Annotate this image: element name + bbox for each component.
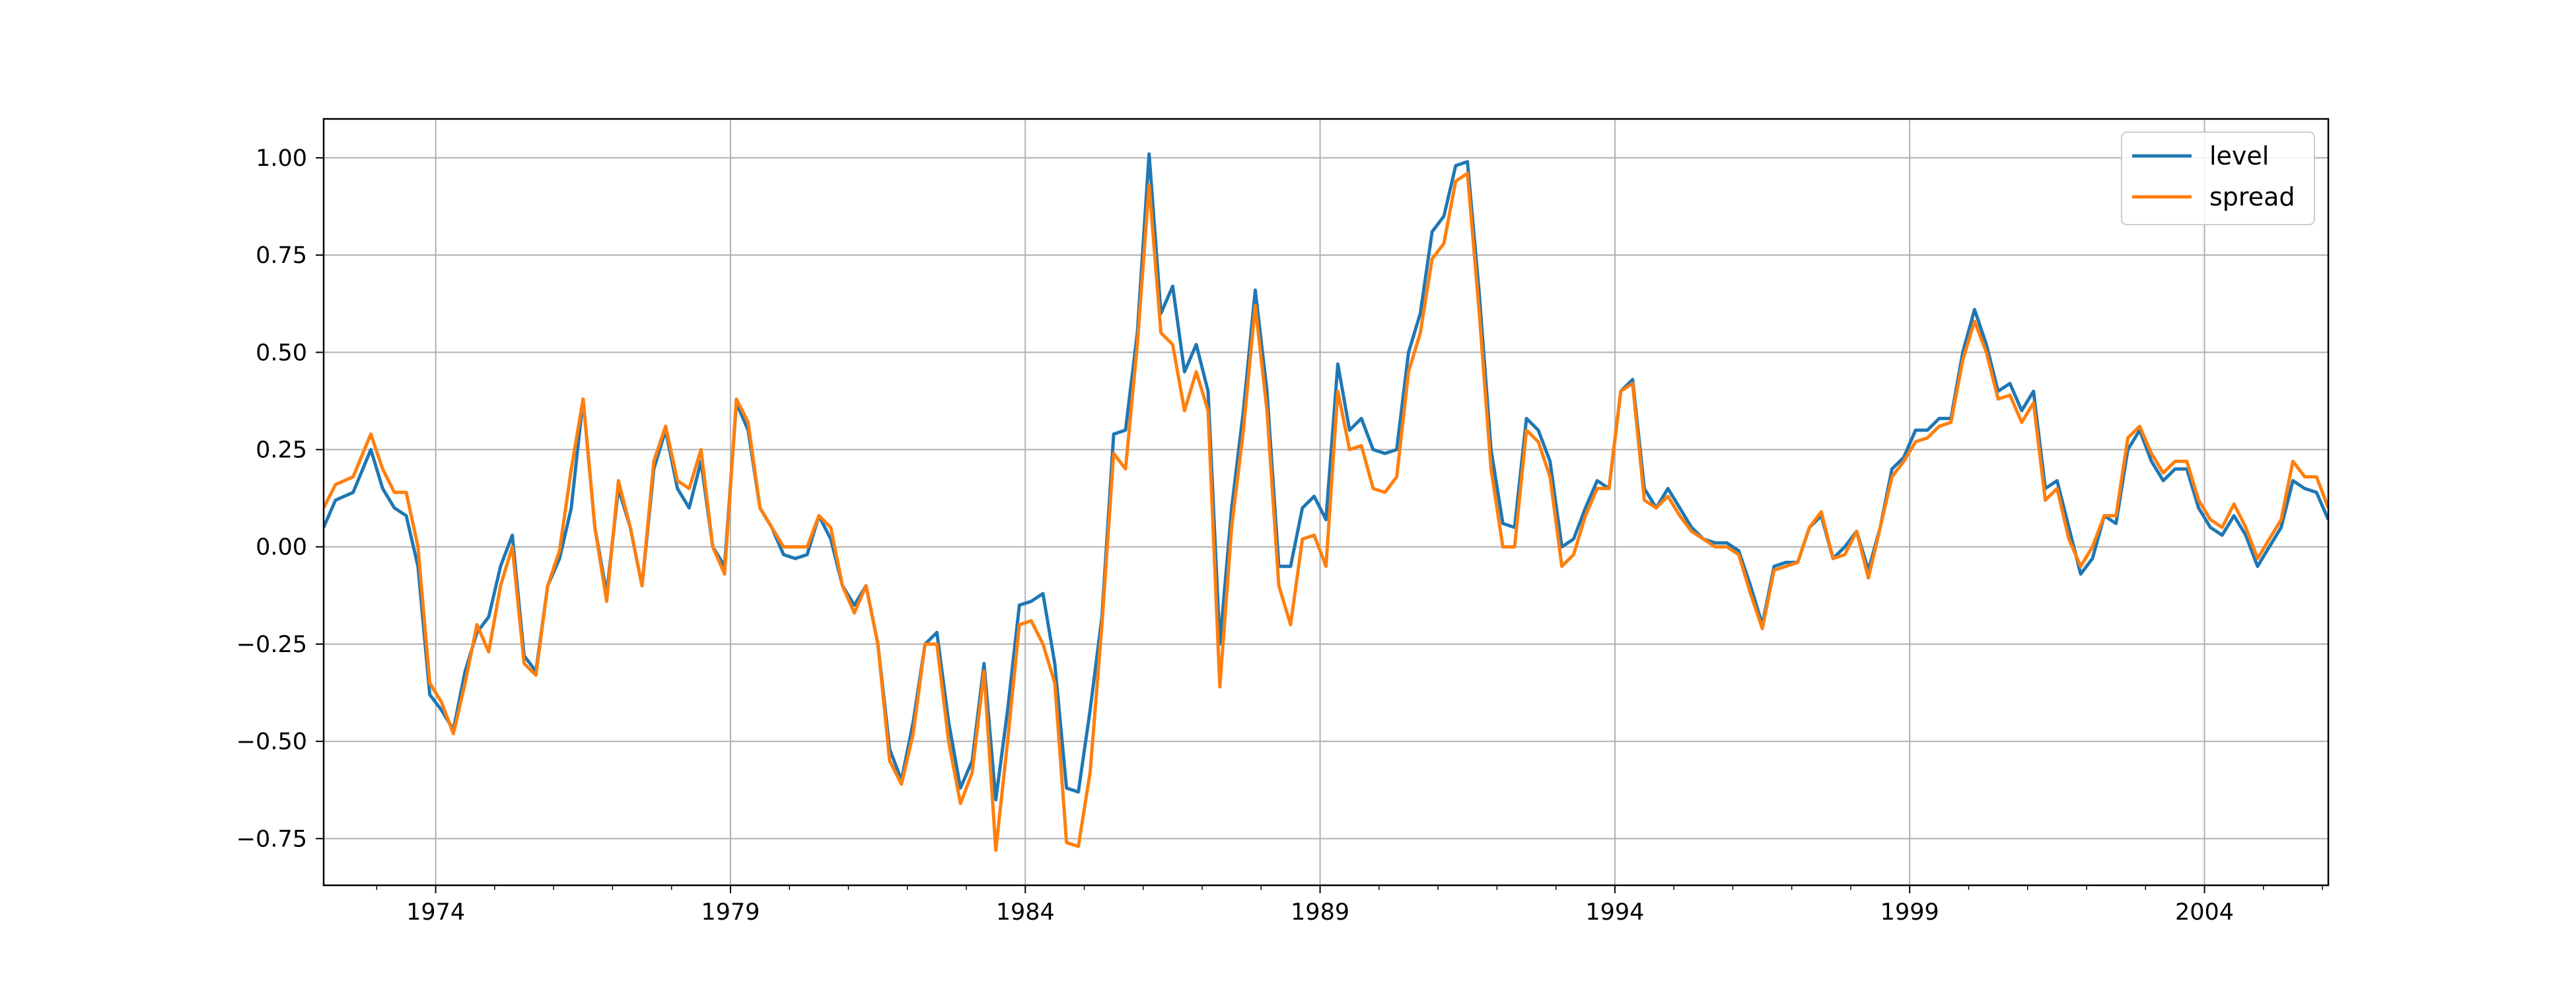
y-tick-label: 0.50	[256, 340, 307, 366]
y-tick-label: −0.25	[236, 632, 307, 658]
x-tick-label: 1974	[406, 899, 465, 926]
y-tick-label: −0.50	[236, 729, 307, 755]
x-tick-label: 1979	[701, 899, 760, 926]
y-tick-label: 0.25	[256, 437, 307, 464]
y-tick-label: 0.75	[256, 242, 307, 269]
series-line-level	[324, 152, 2328, 801]
series-lines	[324, 152, 2328, 852]
x-axis: 1974 1979 1984 1989 1994 1999 2004	[376, 885, 2323, 926]
x-tick-label: 2004	[2175, 899, 2234, 926]
legend-label-level: level	[2209, 141, 2269, 170]
legend: level spread	[2121, 131, 2315, 225]
y-tick-label: 0.00	[256, 534, 307, 561]
x-tick-label: 1984	[996, 899, 1055, 926]
y-tick-label: 1.00	[256, 145, 307, 172]
x-tick-label: 1989	[1291, 899, 1349, 926]
x-tick-label: 1994	[1585, 899, 1644, 926]
legend-label-spread: spread	[2209, 182, 2295, 211]
y-axis: −0.75 −0.50 −0.25 0.00 0.25 0.50 0.75 1.00	[236, 145, 324, 852]
plot-area-border	[322, 118, 2330, 887]
y-tick-label: −0.75	[236, 826, 307, 852]
x-tick-label: 1999	[1880, 899, 1939, 926]
series-line-spread	[324, 171, 2328, 852]
